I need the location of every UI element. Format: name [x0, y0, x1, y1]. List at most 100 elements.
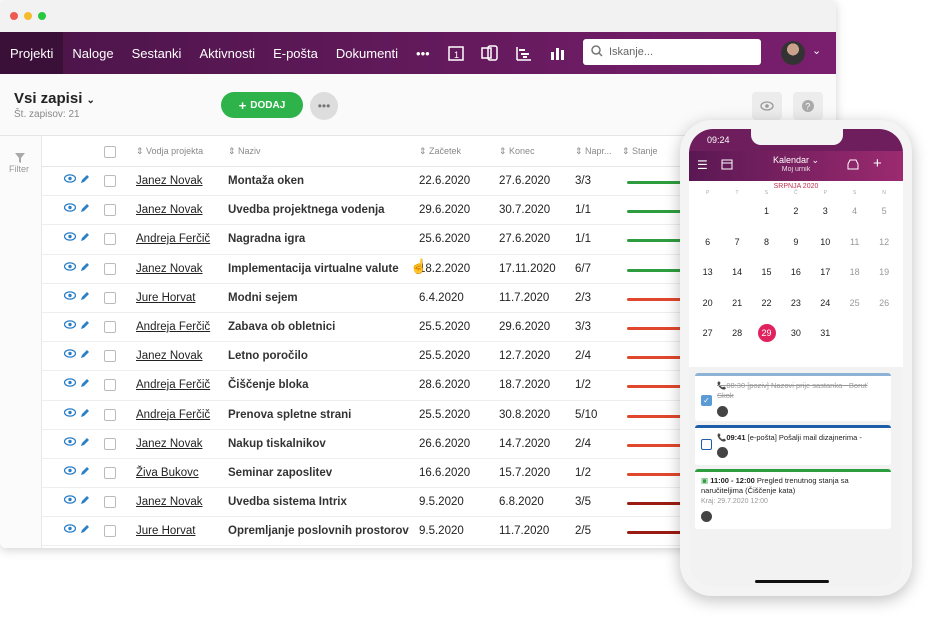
row-lead[interactable]: Janez Novak: [136, 262, 203, 275]
chart-icon[interactable]: [541, 32, 575, 74]
nav-item-projekti[interactable]: Projekti: [0, 32, 64, 74]
row-name[interactable]: Implementacija virtualne valute: [228, 262, 399, 275]
calendar-day[interactable]: 15: [761, 267, 772, 277]
edit-pencil-icon[interactable]: [80, 378, 90, 391]
edit-pencil-icon[interactable]: [80, 232, 90, 245]
edit-pencil-icon[interactable]: [80, 408, 90, 421]
view-eye-icon[interactable]: [63, 174, 77, 186]
edit-pencil-icon[interactable]: [80, 320, 90, 333]
row-checkbox[interactable]: [104, 175, 116, 187]
view-eye-icon[interactable]: [63, 436, 77, 449]
calendar-day[interactable]: 18: [849, 267, 860, 277]
row-lead[interactable]: Janez Novak: [136, 175, 203, 187]
row-lead[interactable]: Janez Novak: [136, 496, 203, 509]
exchange-icon[interactable]: [473, 32, 507, 74]
phone-title[interactable]: Kalendar ⌄: [759, 155, 833, 166]
calendar-day[interactable]: 24: [820, 297, 831, 308]
row-name[interactable]: Nagradna igra: [228, 233, 306, 246]
nav-item-dokumenti[interactable]: Dokumenti: [335, 45, 399, 61]
calendar-day[interactable]: 14: [732, 267, 743, 277]
view-eye-icon[interactable]: [63, 378, 77, 390]
row-checkbox[interactable]: [104, 262, 116, 275]
event-card[interactable]: ✓ 📞08:30 [poziv] Nazovi prije sastanka -…: [695, 373, 891, 421]
calendar-day[interactable]: 6: [705, 236, 711, 247]
nav-more-button[interactable]: •••: [416, 45, 430, 61]
table-row[interactable]: Andreja Ferčič Zabava ob obletnici 25.5.20…: [42, 313, 836, 343]
row-name[interactable]: Uvedba projektnega vodenja: [228, 204, 385, 217]
nav-item-aktivnosti[interactable]: Aktivnosti: [199, 45, 256, 61]
view-eye-icon[interactable]: [63, 466, 77, 478]
row-checkbox[interactable]: [104, 466, 116, 479]
row-lead[interactable]: Andreja Ferčič: [136, 320, 211, 333]
edit-pencil-icon[interactable]: [80, 466, 90, 479]
view-eye-icon[interactable]: [63, 407, 77, 420]
view-eye-icon[interactable]: [63, 524, 77, 536]
row-checkbox[interactable]: [104, 233, 116, 246]
view-eye-icon[interactable]: [63, 261, 77, 274]
calendar-icon[interactable]: 1: [439, 32, 473, 74]
edit-pencil-icon[interactable]: [80, 437, 90, 450]
table-row[interactable]: Janez Novak Letno poročilo 25.5.2020 12.7.2…: [42, 342, 836, 372]
calendar-day[interactable]: 11: [850, 236, 860, 247]
nav-item-eposta[interactable]: E-pošta: [273, 45, 318, 61]
calendar-day[interactable]: 19: [879, 267, 890, 277]
calendar-day[interactable]: 21: [732, 297, 743, 308]
edit-pencil-icon[interactable]: [80, 524, 90, 537]
row-lead[interactable]: Andreja Ferčič: [136, 233, 211, 246]
calendar-day[interactable]: 25: [849, 297, 860, 308]
view-eye-icon[interactable]: [63, 349, 77, 361]
calendar-day[interactable]: 29: [757, 324, 776, 342]
row-name[interactable]: Montaža oken: [228, 175, 305, 187]
row-lead[interactable]: Andreja Ferčič: [136, 379, 211, 392]
table-row[interactable]: Jure Horvat Modni sejem 6.4.2020 11.7.2020 2…: [42, 284, 836, 313]
table-row[interactable]: Andreja Ferčič Čiščenje bloka 28.6.2020 18.…: [42, 371, 836, 401]
row-lead[interactable]: Jure Horvat: [136, 525, 196, 538]
calendar-day[interactable]: 12: [879, 236, 890, 247]
more-options-button[interactable]: •••: [310, 92, 338, 120]
edit-pencil-icon[interactable]: [80, 291, 90, 304]
row-checkbox[interactable]: [104, 204, 116, 217]
row-lead[interactable]: Andreja Ferčič: [136, 408, 211, 421]
calendar-icon[interactable]: [721, 158, 733, 173]
row-checkbox[interactable]: [104, 437, 116, 450]
view-eye-icon[interactable]: [63, 320, 77, 332]
close-dot[interactable]: [10, 12, 18, 20]
col-header-end[interactable]: ⇕ Konec: [499, 146, 535, 156]
col-header-progress[interactable]: ⇕ Napr...: [575, 146, 612, 156]
edit-pencil-icon[interactable]: [80, 262, 90, 275]
table-row[interactable]: Živa Bukovc Seminar zaposlitev 16.6.2020 15…: [42, 459, 836, 489]
calendar-day[interactable]: 10: [820, 236, 831, 247]
table-row[interactable]: Andreja Ferčič Nagradna igra 25.6.2020 27.6…: [42, 225, 836, 255]
row-checkbox[interactable]: [104, 525, 116, 538]
calendar-day[interactable]: 27: [702, 328, 713, 338]
col-header-name[interactable]: ⇕ Naziv: [228, 146, 261, 156]
col-header-status[interactable]: ⇕ Stanje: [622, 146, 658, 156]
hamburger-icon[interactable]: ☰: [697, 158, 708, 172]
row-lead[interactable]: Živa Bukovc: [136, 466, 199, 479]
row-name[interactable]: Čiščenje bloka: [228, 379, 309, 392]
row-name[interactable]: Zabava ob obletnici: [228, 320, 336, 333]
calendar-day[interactable]: 28: [732, 328, 743, 338]
calendar-day[interactable]: 4: [852, 206, 858, 216]
view-eye-icon[interactable]: [63, 232, 77, 244]
row-name[interactable]: Nakup tiskalnikov: [228, 437, 326, 450]
help-icon[interactable]: ?: [793, 92, 823, 120]
row-lead[interactable]: Janez Novak: [136, 204, 203, 217]
row-lead[interactable]: Jure Horvat: [136, 291, 196, 304]
calendar-day[interactable]: 17: [820, 267, 831, 277]
view-selector[interactable]: Vsi zapisi ⌄: [14, 90, 95, 107]
row-checkbox[interactable]: [104, 496, 116, 509]
edit-pencil-icon[interactable]: [80, 349, 90, 362]
calendar-day[interactable]: 1: [763, 206, 769, 216]
edit-pencil-icon[interactable]: [80, 495, 90, 508]
nav-item-naloge[interactable]: Naloge: [72, 45, 114, 61]
row-name[interactable]: Prenova spletne strani: [228, 408, 352, 421]
user-avatar[interactable]: [781, 41, 805, 65]
col-header-start[interactable]: ⇕ Začetek: [419, 146, 462, 156]
inbox-icon[interactable]: [847, 158, 859, 173]
edit-pencil-icon[interactable]: [80, 174, 90, 187]
view-eye-icon[interactable]: [63, 203, 77, 215]
row-lead[interactable]: Janez Novak: [136, 437, 203, 450]
calendar-day[interactable]: 23: [790, 297, 801, 308]
gantt-icon[interactable]: [507, 32, 541, 74]
